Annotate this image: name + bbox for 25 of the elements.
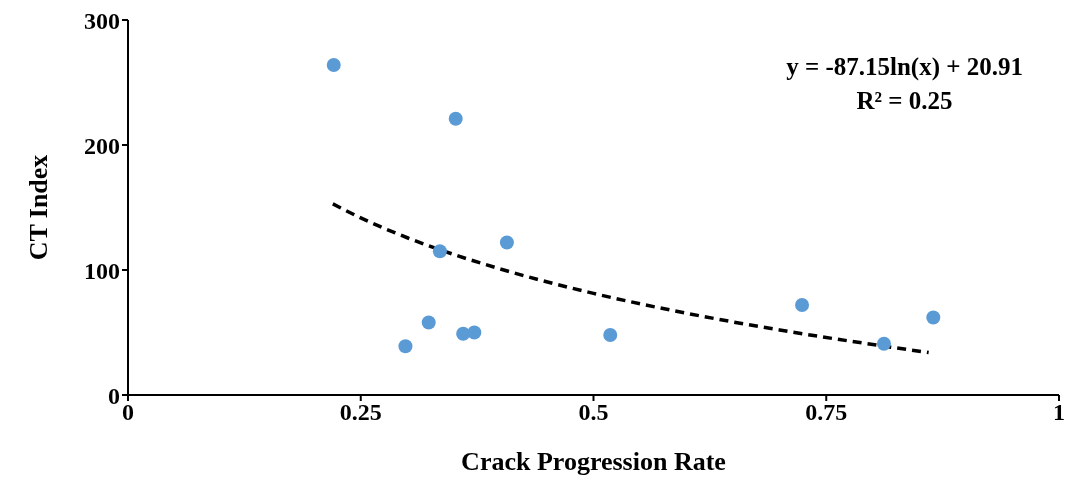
point bbox=[467, 325, 482, 340]
point bbox=[421, 315, 436, 330]
x-tick-label: 0.75 bbox=[805, 399, 848, 426]
y-axis-title: CT Index bbox=[24, 154, 54, 261]
y-tick-label: 0 bbox=[108, 382, 120, 409]
line-series bbox=[331, 202, 931, 355]
y-tick-label: 200 bbox=[84, 132, 120, 159]
y-tick-label: 100 bbox=[84, 257, 120, 284]
point bbox=[499, 235, 514, 250]
x-tick-label: 1 bbox=[1053, 399, 1065, 426]
point bbox=[456, 326, 471, 341]
x-tick-label: 0.25 bbox=[339, 399, 382, 426]
point bbox=[432, 244, 447, 259]
point bbox=[398, 339, 413, 354]
point bbox=[448, 111, 463, 126]
annotation: R² = 0.25 bbox=[855, 86, 954, 116]
x-axis-title: Crack Progression Rate bbox=[461, 447, 726, 476]
point bbox=[603, 328, 618, 342]
annotation: y = -87.15ln(x) + 20.91 bbox=[786, 52, 1023, 82]
point bbox=[326, 58, 341, 72]
point bbox=[876, 336, 891, 351]
point bbox=[926, 310, 941, 325]
point bbox=[795, 298, 810, 312]
y-tick-label: 300 bbox=[84, 7, 120, 34]
x-tick-label: 0.5 bbox=[578, 399, 609, 426]
